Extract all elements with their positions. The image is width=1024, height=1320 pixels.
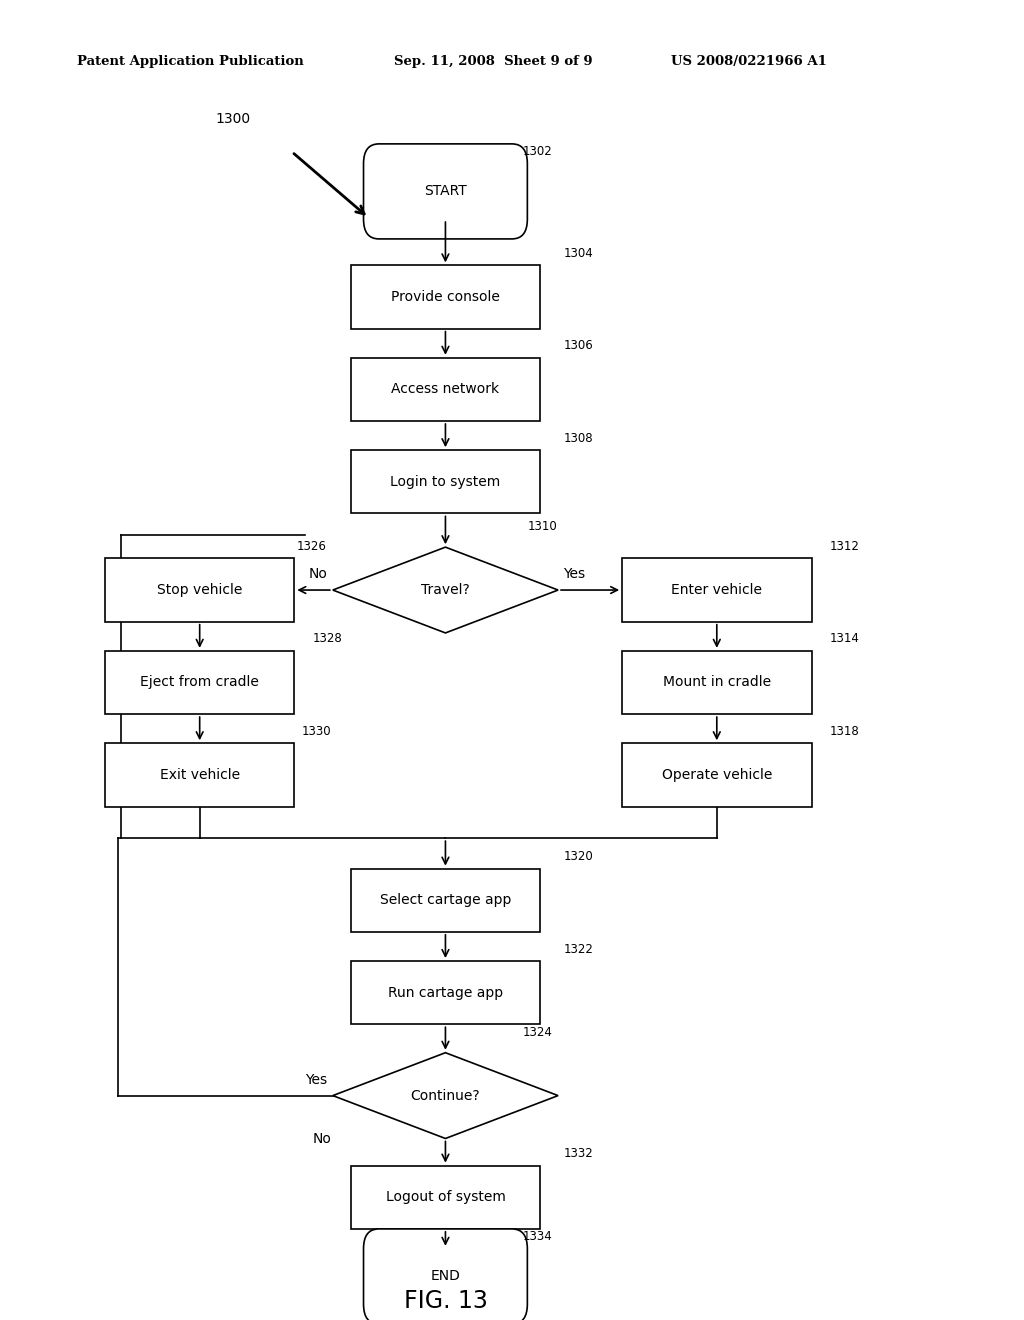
- Text: Yes: Yes: [563, 568, 586, 581]
- Text: Sep. 11, 2008  Sheet 9 of 9: Sep. 11, 2008 Sheet 9 of 9: [394, 55, 593, 69]
- Text: START: START: [424, 185, 467, 198]
- FancyBboxPatch shape: [364, 1229, 527, 1320]
- Text: 1326: 1326: [297, 540, 327, 553]
- Bar: [105, 558, 295, 622]
- Text: Access network: Access network: [391, 383, 500, 396]
- Bar: [105, 651, 295, 714]
- Text: END: END: [430, 1270, 461, 1283]
- Text: Enter vehicle: Enter vehicle: [672, 583, 762, 597]
- Bar: [350, 961, 541, 1024]
- Text: 1312: 1312: [829, 540, 859, 553]
- Text: 1320: 1320: [563, 850, 593, 863]
- FancyBboxPatch shape: [364, 144, 527, 239]
- Bar: [622, 558, 811, 622]
- Text: Yes: Yes: [305, 1073, 328, 1086]
- Text: 1300: 1300: [215, 112, 250, 125]
- Text: Mount in cradle: Mount in cradle: [663, 676, 771, 689]
- Text: 1304: 1304: [563, 247, 593, 260]
- Text: Provide console: Provide console: [391, 290, 500, 304]
- Text: No: No: [309, 568, 328, 581]
- Bar: [350, 358, 541, 421]
- Polygon shape: [333, 546, 558, 632]
- Text: Stop vehicle: Stop vehicle: [157, 583, 243, 597]
- Text: No: No: [313, 1131, 332, 1146]
- Text: Login to system: Login to system: [390, 475, 501, 488]
- Bar: [350, 1166, 541, 1229]
- Text: 1322: 1322: [563, 942, 593, 956]
- Bar: [622, 743, 811, 807]
- Text: 1318: 1318: [829, 725, 859, 738]
- Text: 1310: 1310: [527, 520, 557, 533]
- Text: 1314: 1314: [829, 632, 859, 645]
- Text: 1328: 1328: [312, 632, 342, 645]
- Polygon shape: [333, 1053, 558, 1138]
- Bar: [622, 651, 811, 714]
- Text: Select cartage app: Select cartage app: [380, 894, 511, 907]
- Text: Eject from cradle: Eject from cradle: [140, 676, 259, 689]
- Text: Run cartage app: Run cartage app: [388, 986, 503, 999]
- Text: 1332: 1332: [563, 1147, 593, 1160]
- Bar: [350, 450, 541, 513]
- Text: Logout of system: Logout of system: [385, 1191, 506, 1204]
- Text: FIG. 13: FIG. 13: [403, 1290, 487, 1313]
- Text: 1302: 1302: [522, 145, 552, 158]
- Text: 1330: 1330: [302, 725, 332, 738]
- Text: 1324: 1324: [522, 1026, 552, 1039]
- Text: 1306: 1306: [563, 339, 593, 352]
- Text: Travel?: Travel?: [421, 583, 470, 597]
- Text: Exit vehicle: Exit vehicle: [160, 768, 240, 781]
- Text: 1334: 1334: [522, 1230, 552, 1243]
- Text: Operate vehicle: Operate vehicle: [662, 768, 772, 781]
- Text: US 2008/0221966 A1: US 2008/0221966 A1: [671, 55, 826, 69]
- Text: Continue?: Continue?: [411, 1089, 480, 1102]
- Bar: [350, 265, 541, 329]
- Text: Patent Application Publication: Patent Application Publication: [77, 55, 303, 69]
- Text: 1308: 1308: [563, 432, 593, 445]
- Bar: [105, 743, 295, 807]
- Bar: [350, 869, 541, 932]
